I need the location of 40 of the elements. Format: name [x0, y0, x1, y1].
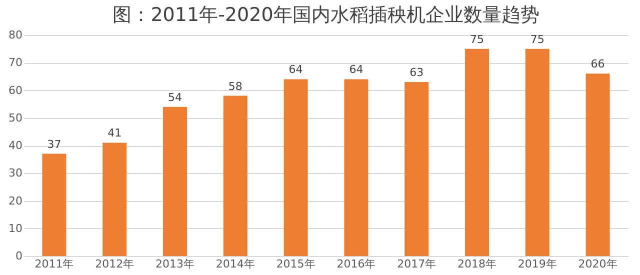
- x-tick-label: 2019年: [518, 258, 557, 270]
- y-tick-label: 10: [8, 222, 22, 235]
- x-tick-label: 2012年: [95, 258, 134, 270]
- data-label: 66: [590, 58, 605, 71]
- y-tick-label: 40: [8, 139, 22, 152]
- data-label: 64: [288, 63, 303, 76]
- y-tick-label: 0: [16, 250, 22, 262]
- y-tick-label: 60: [8, 84, 22, 97]
- y-tick-label: 80: [8, 28, 22, 42]
- y-tick-label: 20: [8, 194, 22, 208]
- data-label: 58: [228, 80, 242, 93]
- x-tick-label: 2018年: [458, 258, 496, 270]
- x-tick-label: 2015年: [276, 258, 316, 270]
- bar: [102, 142, 127, 256]
- bar: [586, 74, 610, 256]
- bar: [163, 106, 187, 256]
- bar: [404, 82, 429, 256]
- data-label: 64: [349, 63, 364, 76]
- bar: [344, 79, 368, 256]
- bar: [223, 96, 248, 256]
- data-label: 37: [47, 138, 62, 151]
- y-tick-label: 50: [8, 111, 22, 124]
- x-tick-label: 2013年: [156, 258, 194, 270]
- x-tick-label: 2011年: [34, 258, 74, 270]
- data-label: 75: [530, 32, 544, 46]
- bar: [42, 154, 66, 256]
- chart-title: 图：2011年-2020年国内水稻插秧机企业数量趋势: [112, 4, 540, 26]
- data-label: 54: [168, 90, 182, 104]
- bar: [284, 79, 308, 256]
- y-tick-label: 30: [8, 166, 22, 180]
- data-label: 63: [410, 66, 424, 79]
- x-tick-label: 2017年: [397, 258, 436, 270]
- data-label: 75: [470, 32, 484, 46]
- bar: [525, 48, 550, 256]
- data-label: 41: [108, 126, 122, 140]
- x-tick-label: 2020年: [578, 258, 618, 270]
- x-tick-label: 2016年: [336, 258, 376, 270]
- bar: [465, 48, 489, 256]
- x-tick-label: 2014年: [216, 258, 255, 270]
- y-tick-label: 70: [8, 56, 22, 70]
